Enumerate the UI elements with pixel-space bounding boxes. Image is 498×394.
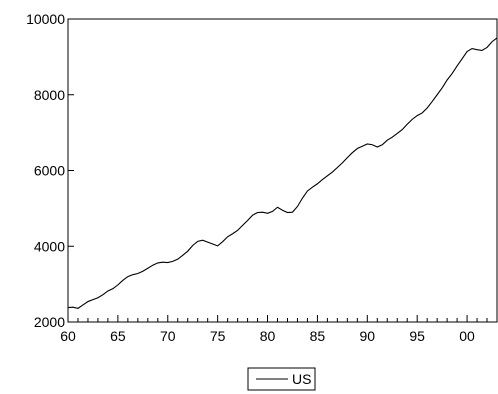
x-tick-label: 80 (260, 328, 276, 344)
x-tick-label: 85 (310, 328, 326, 344)
x-tick-label: 90 (360, 328, 376, 344)
x-tick-label: 70 (160, 328, 176, 344)
y-tick-label: 6000 (34, 163, 65, 179)
legend: US (247, 367, 316, 391)
legend-label-us: US (292, 371, 311, 387)
series-line-us (67, 37, 498, 309)
y-tick-label: 10000 (26, 11, 65, 27)
plot-frame (67, 18, 498, 323)
y-tick-label: 8000 (34, 87, 65, 103)
x-tick-label: 00 (459, 328, 475, 344)
y-tick-label: 2000 (34, 314, 65, 330)
x-tick-label: 65 (110, 328, 126, 344)
y-tick-label: 4000 (34, 238, 65, 254)
x-tick-label: 95 (409, 328, 425, 344)
y-axis: 2000 4000 6000 8000 10000 (26, 11, 74, 330)
x-tick-label: 60 (60, 328, 76, 344)
x-tick-label: 75 (210, 328, 226, 344)
x-axis: 60 65 70 75 80 85 90 95 00 (60, 315, 498, 344)
